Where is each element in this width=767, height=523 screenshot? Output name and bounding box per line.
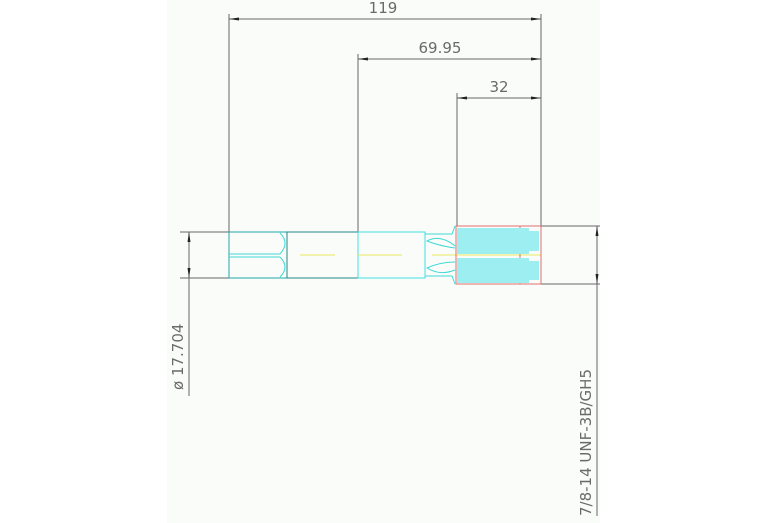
dim-thread-length: 32 bbox=[489, 78, 508, 96]
extension-lines bbox=[180, 14, 600, 285]
dim-thread-spec: 7/8-14 UNF-3B/GH5 bbox=[577, 369, 595, 516]
thread-teeth bbox=[457, 228, 539, 283]
dim-overall-length: 119 bbox=[369, 0, 398, 17]
dim-shank-length: 69.95 bbox=[419, 39, 462, 57]
thread-section bbox=[455, 225, 542, 285]
neck bbox=[425, 225, 456, 285]
dim-shank-diameter: ø 17.704 bbox=[169, 324, 187, 390]
sheet-area bbox=[167, 0, 600, 523]
